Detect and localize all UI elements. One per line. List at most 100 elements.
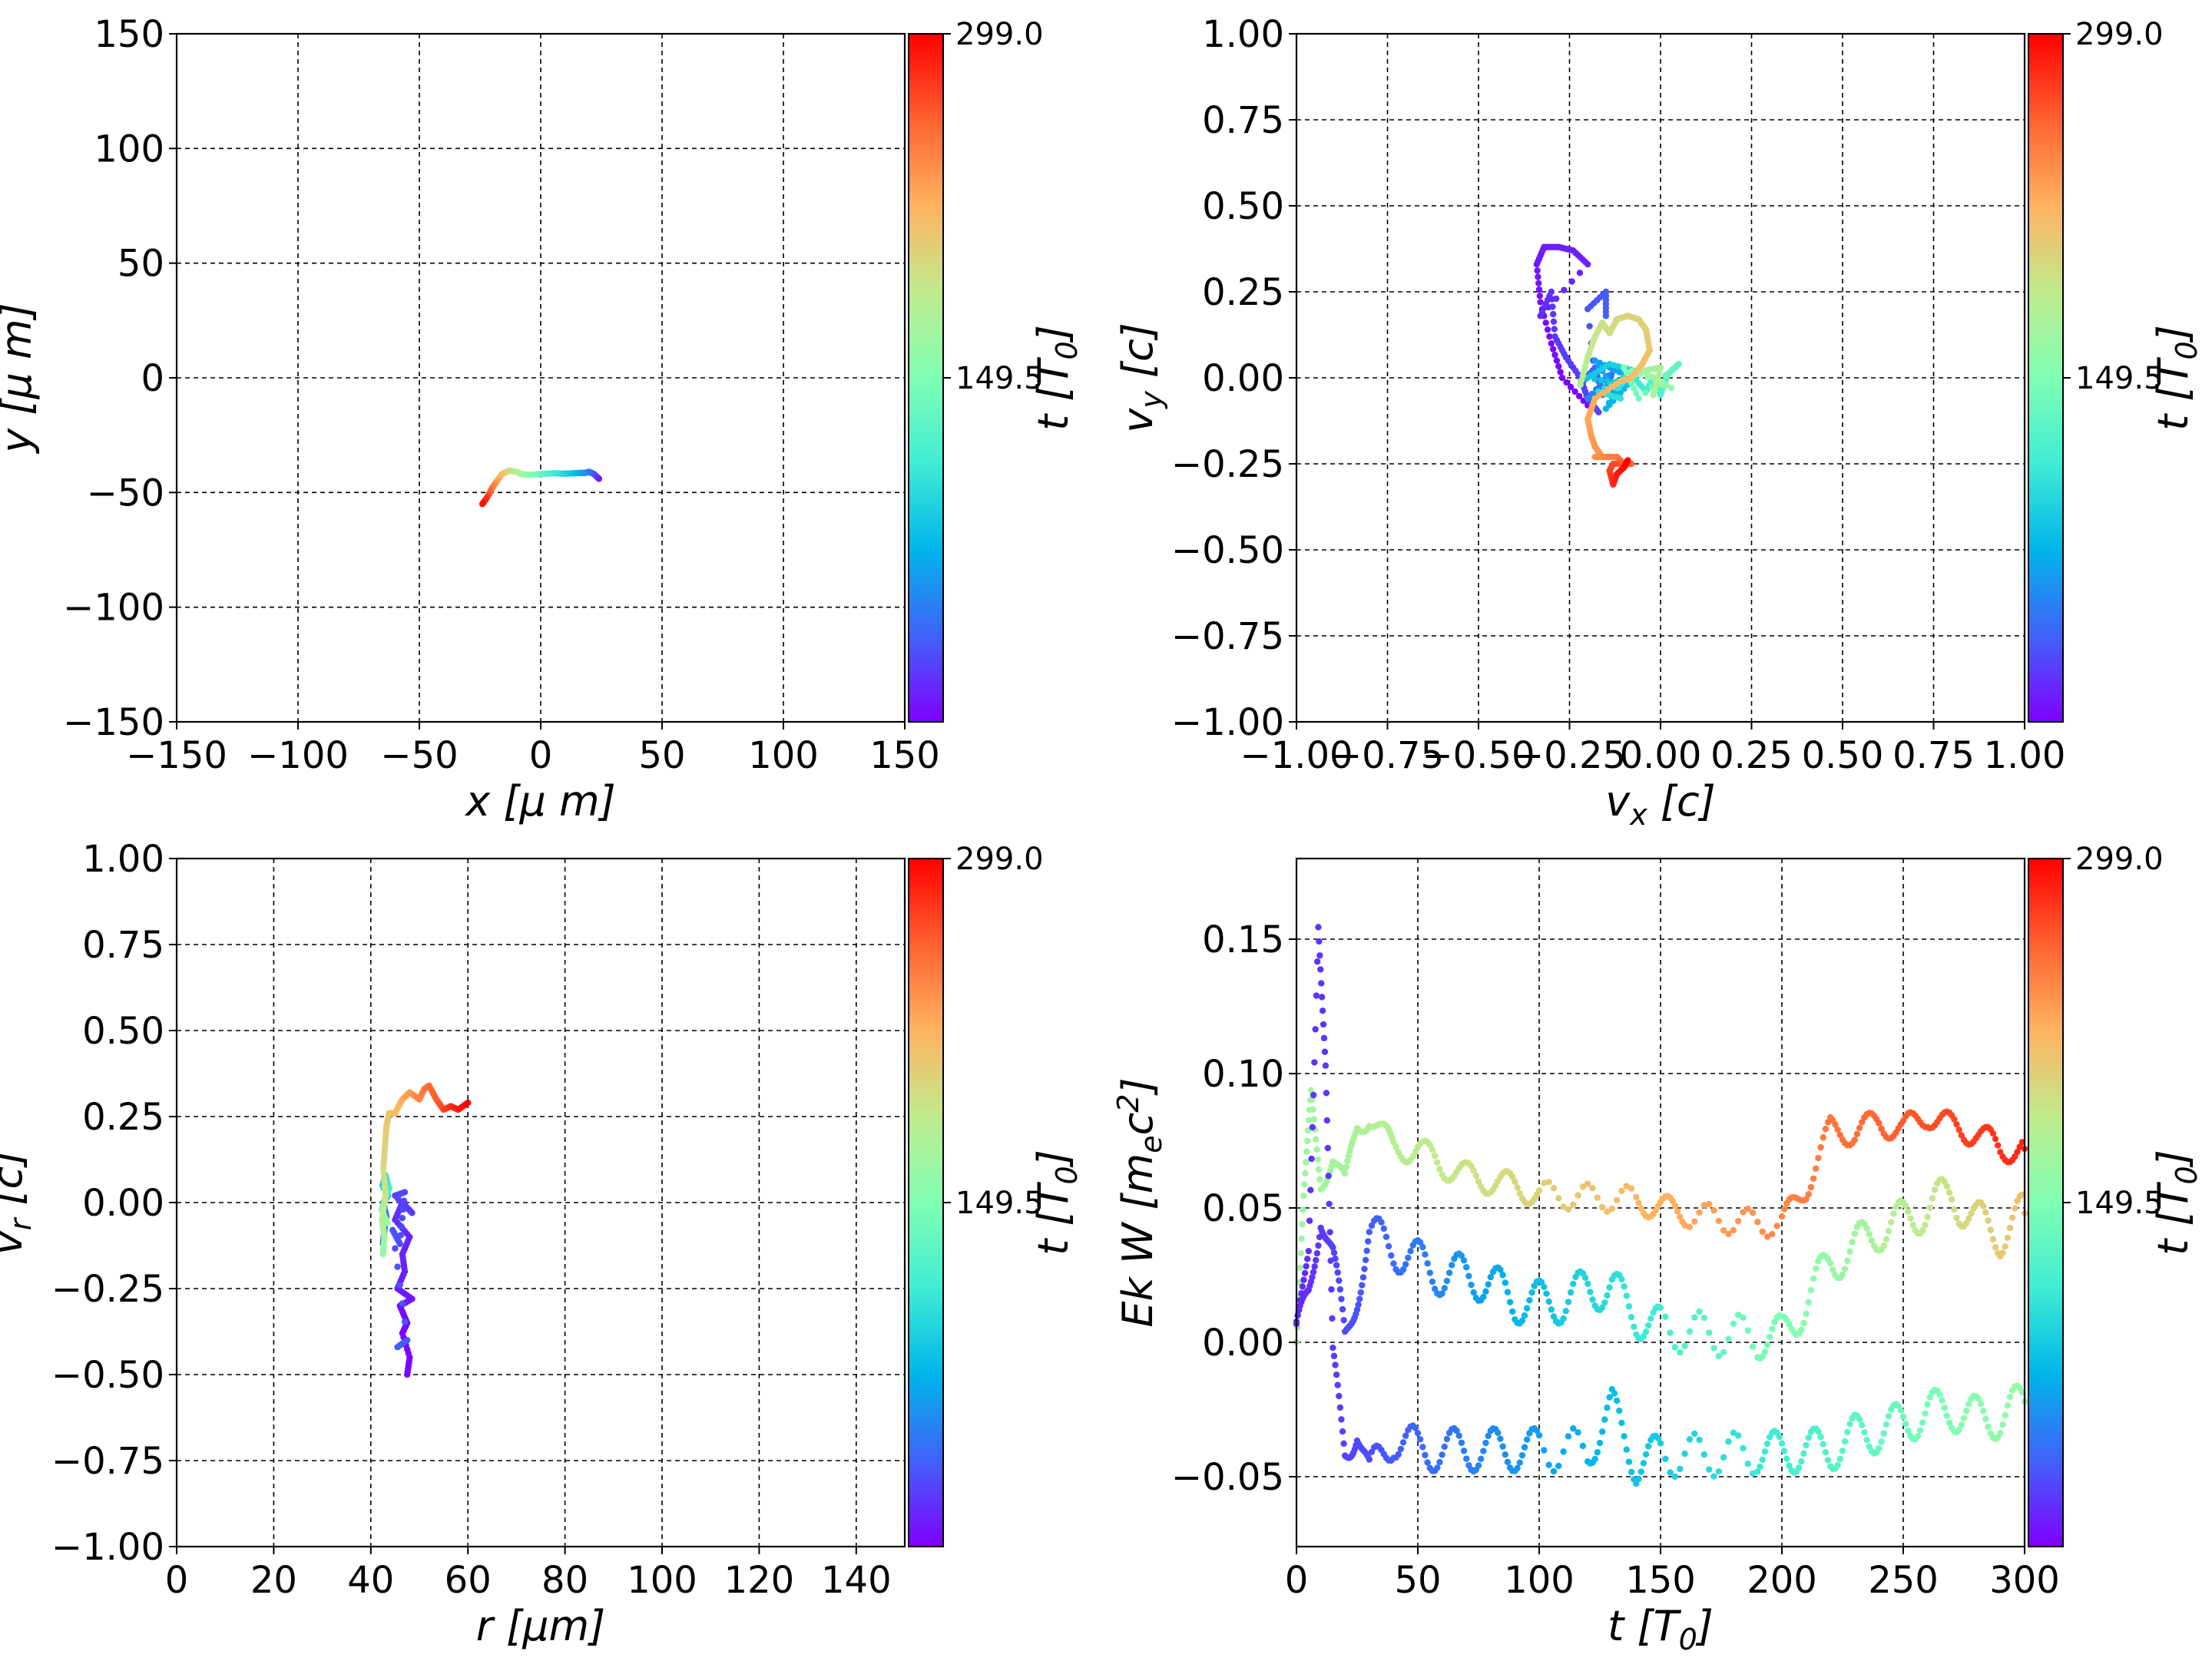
data-point	[1304, 1256, 1311, 1262]
data-point	[1657, 1304, 1664, 1312]
data-point	[1640, 1333, 1647, 1340]
data-point	[1324, 1144, 1331, 1152]
data-point	[1445, 1269, 1453, 1276]
data-point	[1455, 1432, 1462, 1439]
data-point	[1560, 1448, 1567, 1455]
data-point	[1443, 1435, 1451, 1443]
data-point	[1606, 1394, 1613, 1401]
data-point	[1299, 1283, 1306, 1290]
data-point	[1749, 1343, 1757, 1350]
data-point	[1310, 1116, 1317, 1123]
data-point	[1853, 1130, 1861, 1138]
data-point	[1472, 1172, 1480, 1180]
x-tick-label: 0.75	[1892, 734, 1975, 777]
data-point	[1584, 1280, 1591, 1287]
data-point	[1662, 1313, 1669, 1320]
data-point	[1361, 1266, 1368, 1272]
colorbar: 299.0 149.5t [T0]	[908, 17, 1084, 723]
data-point	[1939, 1397, 1945, 1404]
data-point	[1567, 383, 1575, 391]
data-point	[1803, 1310, 1810, 1318]
data-point	[1625, 1458, 1633, 1465]
data-point	[1992, 1135, 1999, 1143]
data-point	[1720, 1348, 1727, 1356]
data-point	[1648, 373, 1656, 380]
panel-vxvy: −1.00−0.75−0.50−0.250.00 0.25 0.50 0.75 1.00…	[1114, 13, 2204, 832]
data-points	[1293, 924, 2028, 1487]
data-point	[1315, 1166, 1323, 1173]
data-point	[1419, 1243, 1426, 1251]
data-point	[1558, 374, 1566, 382]
data-point	[1883, 1236, 1890, 1243]
data-point	[1340, 1316, 1347, 1324]
data-point	[1681, 1222, 1688, 1229]
y-tick-label: 1.00	[1202, 13, 1284, 56]
data-point	[1303, 1148, 1310, 1155]
data-point	[1778, 1213, 1786, 1220]
data-point	[1568, 278, 1575, 285]
data-points	[478, 467, 603, 508]
data-point	[1686, 1436, 1694, 1443]
data-point	[1298, 1290, 1305, 1297]
data-point	[1696, 1209, 1703, 1216]
data-point	[1309, 1273, 1316, 1281]
data-point	[1999, 1249, 2006, 1256]
data-point	[1846, 1248, 1853, 1255]
data-point	[1803, 1441, 1810, 1449]
data-point	[1642, 1451, 1650, 1458]
data-point	[1922, 1410, 1929, 1417]
data-point	[1662, 1455, 1669, 1462]
colorbar-gradient	[908, 858, 944, 1547]
x-tick-label: 140	[821, 1559, 892, 1602]
data-point	[1470, 1289, 1477, 1296]
data-point	[1535, 273, 1541, 280]
data-point	[1681, 1450, 1688, 1458]
data-point	[1424, 1260, 1431, 1267]
data-point	[1980, 1203, 1987, 1209]
data-point	[1820, 1134, 1826, 1141]
data-point	[1905, 1208, 1912, 1216]
data-point	[1338, 1416, 1345, 1423]
data-point	[1303, 1159, 1310, 1166]
data-point	[1499, 1443, 1506, 1450]
data-point	[1880, 1242, 1887, 1249]
data-point	[1951, 1116, 1958, 1123]
data-point	[465, 1099, 472, 1107]
data-point	[1319, 1008, 1326, 1014]
data-point	[1725, 1335, 1732, 1342]
data-point	[1465, 1272, 1472, 1279]
data-point	[1550, 318, 1558, 326]
data-point	[1571, 388, 1578, 395]
data-point	[1839, 1448, 1846, 1454]
data-point	[1759, 1228, 1766, 1236]
data-point	[2016, 1143, 2023, 1150]
data-point	[1902, 1203, 1909, 1209]
data-point	[1846, 1421, 1853, 1428]
data-point	[1618, 1276, 1625, 1283]
data-point	[1885, 1412, 1892, 1420]
data-point	[1780, 1206, 1788, 1213]
data-point	[1700, 1314, 1708, 1322]
data-point	[1419, 1444, 1426, 1451]
data-point	[1458, 1252, 1465, 1259]
data-point	[1521, 1312, 1528, 1319]
data-point	[382, 1192, 389, 1199]
data-point	[1677, 1465, 1684, 1473]
x-tick-label: 0	[529, 734, 553, 777]
data-point	[1338, 1295, 1345, 1302]
x-tick-label: −150	[126, 734, 227, 777]
data-point	[1740, 1314, 1747, 1322]
data-point	[1851, 1137, 1858, 1143]
data-point	[1830, 1266, 1836, 1273]
data-point	[1955, 1426, 1962, 1434]
data-point	[1817, 1143, 1824, 1151]
data-point	[1710, 1473, 1717, 1480]
data-point	[1999, 1421, 2006, 1428]
data-point	[1561, 286, 1568, 293]
data-point	[1783, 1455, 1790, 1462]
data-point	[478, 501, 486, 508]
data-point	[1356, 1295, 1363, 1302]
data-point	[1296, 1264, 1303, 1272]
data-point	[1550, 1468, 1558, 1475]
